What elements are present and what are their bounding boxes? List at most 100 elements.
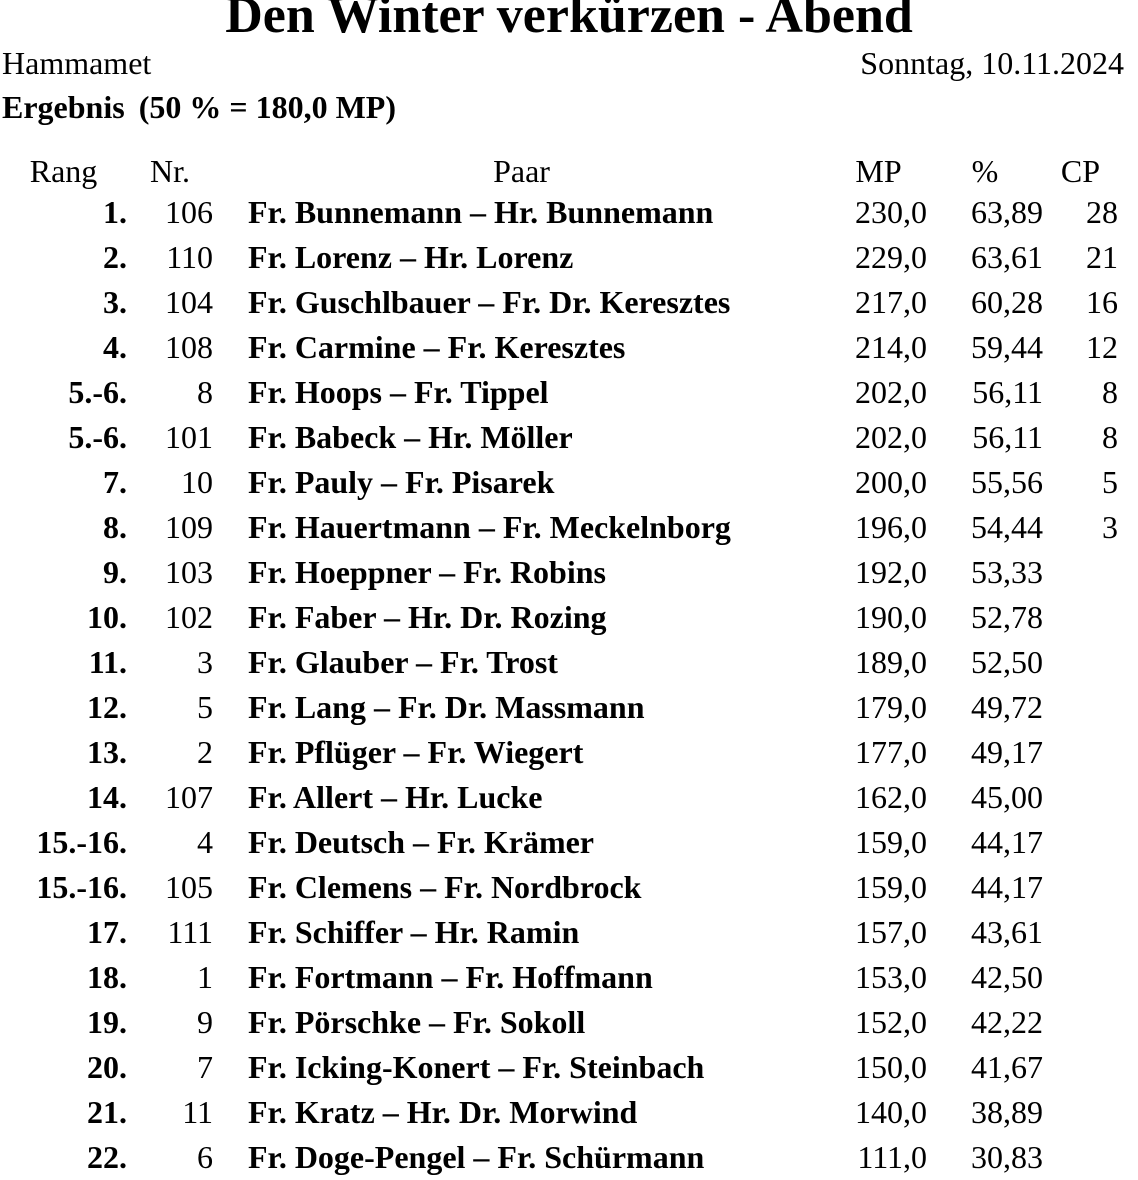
clubpoints-cell [1043, 865, 1118, 910]
clubpoints-cell: 3 [1102, 509, 1118, 545]
rank-cell: 15.-16. [36, 824, 127, 860]
column-header-nr: Nr. [150, 153, 190, 189]
percent-cell: 59,44 [971, 329, 1043, 365]
rank-cell: 8. [103, 509, 127, 545]
matchpoints-cell: 159,0 [855, 869, 927, 905]
pair-names-cell: Fr. Lang – Fr. Dr. Massmann [248, 689, 645, 725]
rank-cell: 20. [87, 1049, 127, 1085]
rank-cell: 21. [87, 1094, 127, 1130]
matchpoints-cell: 200,0 [855, 464, 927, 500]
matchpoints-cell: 152,0 [855, 1004, 927, 1040]
pair-number-cell: 108 [165, 329, 213, 365]
table-row: 5.-6. 101 Fr. Babeck – Hr. Möller 202,0 … [0, 415, 1138, 460]
pair-names-cell: Fr. Kratz – Hr. Dr. Morwind [248, 1094, 638, 1130]
percent-cell: 54,44 [971, 509, 1043, 545]
pair-number-cell: 11 [182, 1094, 213, 1130]
percent-cell: 44,17 [971, 824, 1043, 860]
rank-cell: 9. [103, 554, 127, 590]
percent-cell: 56,11 [972, 374, 1043, 410]
table-row: 12. 5 Fr. Lang – Fr. Dr. Massmann 179,0 … [0, 685, 1138, 730]
clubpoints-cell [1043, 955, 1118, 1000]
pair-number-cell: 2 [197, 734, 213, 770]
table-row: 10. 102 Fr. Faber – Hr. Dr. Rozing 190,0… [0, 595, 1138, 640]
pair-names-cell: Fr. Clemens – Fr. Nordbrock [248, 869, 642, 905]
percent-cell: 45,00 [971, 779, 1043, 815]
table-row: 20. 7 Fr. Icking-Konert – Fr. Steinbach … [0, 1045, 1138, 1090]
pair-number-cell: 101 [165, 419, 213, 455]
clubpoints-cell: 5 [1102, 464, 1118, 500]
rank-cell: 12. [87, 689, 127, 725]
matchpoints-cell: 202,0 [855, 419, 927, 455]
table-row: 4. 108 Fr. Carmine – Fr. Keresztes 214,0… [0, 325, 1138, 370]
column-header-percent: % [971, 153, 999, 189]
table-row: 11. 3 Fr. Glauber – Fr. Trost 189,0 52,5… [0, 640, 1138, 685]
table-row: 5.-6. 8 Fr. Hoops – Fr. Tippel 202,0 56,… [0, 370, 1138, 415]
result-label: Ergebnis [2, 89, 125, 125]
percent-cell: 63,61 [971, 239, 1043, 275]
matchpoints-cell: 196,0 [855, 509, 927, 545]
pair-names-cell: Fr. Lorenz – Hr. Lorenz [248, 239, 574, 275]
table-row: 2. 110 Fr. Lorenz – Hr. Lorenz 229,0 63,… [0, 235, 1138, 280]
clubpoints-cell [1043, 685, 1118, 730]
percent-cell: 38,89 [971, 1094, 1043, 1130]
meta-row: Hammamet Sonntag, 10.11.2024 [0, 43, 1138, 83]
pair-number-cell: 4 [197, 824, 213, 860]
rank-cell: 10. [87, 599, 127, 635]
percent-cell: 52,78 [971, 599, 1043, 635]
matchpoints-cell: 177,0 [855, 734, 927, 770]
pair-names-cell: Fr. Deutsch – Fr. Krämer [248, 824, 594, 860]
rank-cell: 1. [103, 194, 127, 230]
pair-number-cell: 6 [197, 1139, 213, 1175]
percent-cell: 42,22 [971, 1004, 1043, 1040]
rank-cell: 4. [103, 329, 127, 365]
clubpoints-cell [1043, 640, 1118, 685]
matchpoints-cell: 189,0 [855, 644, 927, 680]
table-row: 22. 6 Fr. Doge-Pengel – Fr. Schürmann 11… [0, 1135, 1138, 1180]
table-row: 13. 2 Fr. Pflüger – Fr. Wiegert 177,0 49… [0, 730, 1138, 775]
column-header-mp: MP [855, 153, 902, 189]
table-row: 18. 1 Fr. Fortmann – Fr. Hoffmann 153,0 … [0, 955, 1138, 1000]
matchpoints-cell: 202,0 [855, 374, 927, 410]
page-title: Den Winter verkürzen - Abend [225, 0, 913, 44]
column-header-paar: Paar [493, 153, 550, 189]
pair-number-cell: 10 [181, 464, 213, 500]
table-row: 1. 106 Fr. Bunnemann – Hr. Bunnemann 230… [0, 190, 1138, 235]
result-heading: Ergebnis (50 % = 180,0 MP) [0, 87, 1138, 127]
column-header-cp: CP [1060, 153, 1101, 189]
percent-cell: 63,89 [971, 194, 1043, 230]
clubpoints-cell [1043, 1045, 1118, 1090]
pair-names-cell: Fr. Allert – Hr. Lucke [248, 779, 543, 815]
percent-cell: 44,17 [971, 869, 1043, 905]
matchpoints-cell: 217,0 [855, 284, 927, 320]
pair-number-cell: 102 [165, 599, 213, 635]
pair-names-cell: Fr. Icking-Konert – Fr. Steinbach [248, 1049, 705, 1085]
pair-names-cell: Fr. Pörschke – Fr. Sokoll [248, 1004, 586, 1040]
rank-cell: 11. [88, 644, 127, 680]
clubpoints-cell [1043, 820, 1118, 865]
table-row: 15.-16. 105 Fr. Clemens – Fr. Nordbrock … [0, 865, 1138, 910]
pair-names-cell: Fr. Babeck – Hr. Möller [248, 419, 573, 455]
clubpoints-cell: 21 [1086, 239, 1118, 275]
percent-cell: 42,50 [971, 959, 1043, 995]
pair-names-cell: Fr. Hoops – Fr. Tippel [248, 374, 549, 410]
pair-number-cell: 106 [165, 194, 213, 230]
pair-number-cell: 111 [167, 914, 213, 950]
rank-cell: 3. [103, 284, 127, 320]
clubpoints-cell: 16 [1086, 284, 1118, 320]
table-row: 21. 11 Fr. Kratz – Hr. Dr. Morwind 140,0… [0, 1090, 1138, 1135]
column-header-rang: Rang [29, 153, 98, 189]
table-row: 7. 10 Fr. Pauly – Fr. Pisarek 200,0 55,5… [0, 460, 1138, 505]
clubpoints-cell: 8 [1102, 419, 1118, 455]
matchpoints-cell: 157,0 [855, 914, 927, 950]
rank-cell: 5.-6. [68, 374, 127, 410]
pair-number-cell: 7 [197, 1049, 213, 1085]
rank-cell: 19. [87, 1004, 127, 1040]
table-row: 19. 9 Fr. Pörschke – Fr. Sokoll 152,0 42… [0, 1000, 1138, 1045]
pair-names-cell: Fr. Pflüger – Fr. Wiegert [248, 734, 584, 770]
clubpoints-cell [1043, 1000, 1118, 1045]
pair-number-cell: 107 [165, 779, 213, 815]
table-row: 8. 109 Fr. Hauertmann – Fr. Meckelnborg … [0, 505, 1138, 550]
clubpoints-cell: 8 [1102, 374, 1118, 410]
clubpoints-cell: 12 [1086, 329, 1118, 365]
